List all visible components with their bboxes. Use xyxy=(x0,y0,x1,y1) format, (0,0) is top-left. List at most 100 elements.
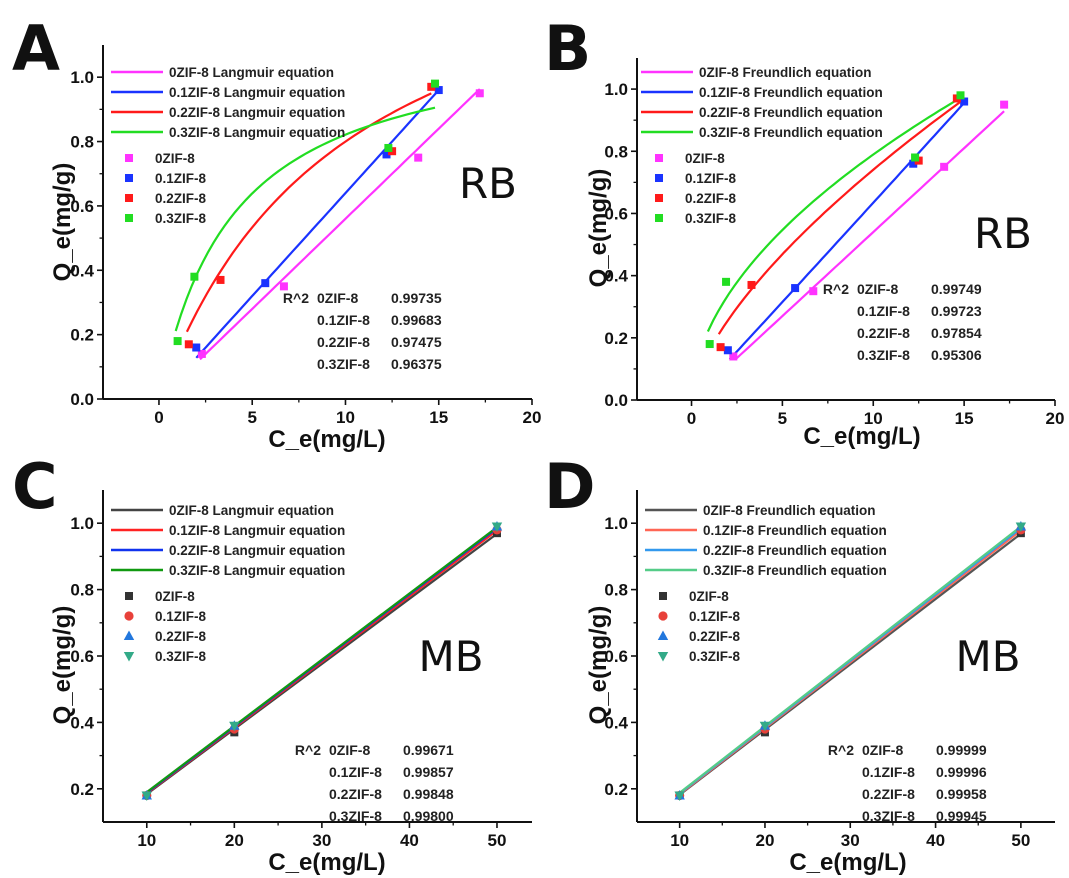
legend-fit-label: 0.1ZIF-8 Langmuir equation xyxy=(169,85,345,100)
fit-line-0zif-8 xyxy=(199,88,481,361)
legend-series-label: 0.3ZIF-8 xyxy=(155,649,207,664)
legend-fit-label: 0.3ZIF-8 Langmuir equation xyxy=(169,563,345,578)
x-tick-label: 40 xyxy=(400,831,419,850)
fit-line-0.2zif-8 xyxy=(717,100,962,335)
x-axis-title: C_e(mg/L) xyxy=(789,849,906,876)
x-axis-title: C_e(mg/L) xyxy=(268,849,385,876)
data-point-0.2zif-8 xyxy=(747,280,756,289)
r2-sample-name: 0.1ZIF-8 xyxy=(857,303,910,319)
panel-letter: D xyxy=(544,450,595,523)
r2-sample-name: 0ZIF-8 xyxy=(317,290,358,306)
data-point-0.3zif-8 xyxy=(674,791,685,801)
legend-fit-label: 0ZIF-8 Langmuir equation xyxy=(169,503,334,518)
data-point-0.3zif-8 xyxy=(431,79,440,88)
y-axis-title: Q_e(mg/g) xyxy=(585,169,612,288)
x-tick-label: 0 xyxy=(687,409,696,428)
data-point-0.1zif-8 xyxy=(261,279,270,288)
y-tick-label: 0.0 xyxy=(70,390,94,409)
r2-sample-name: 0.1ZIF-8 xyxy=(862,764,915,780)
legend-fit-label: 0.3ZIF-8 Freundlich equation xyxy=(703,563,887,578)
dye-label: RB xyxy=(459,159,517,208)
legend-marker-swatch xyxy=(655,154,663,162)
legend-marker-swatch xyxy=(124,611,134,621)
legend-fit-label: 0.2ZIF-8 Langmuir equation xyxy=(169,105,345,120)
legend-marker-swatch xyxy=(655,174,663,182)
r2-value: 0.99857 xyxy=(403,764,454,780)
r2-value: 0.99945 xyxy=(936,808,987,824)
legend-series-label: 0ZIF-8 xyxy=(685,151,725,166)
legend-marker-swatch xyxy=(123,652,135,662)
r2-value: 0.99735 xyxy=(391,290,442,306)
y-axis-title: Q_e(mg/g) xyxy=(49,163,76,282)
legend-marker-swatch xyxy=(125,194,133,202)
data-point-0zif-8 xyxy=(279,282,288,291)
data-point-0.3zif-8 xyxy=(956,91,965,100)
legend-fit-label: 0.1ZIF-8 Langmuir equation xyxy=(169,523,345,538)
x-tick-label: 10 xyxy=(864,409,883,428)
data-point-0.1zif-8 xyxy=(723,346,732,355)
r2-value: 0.97475 xyxy=(391,334,442,350)
x-tick-label: 50 xyxy=(488,831,507,850)
x-tick-label: 10 xyxy=(137,831,156,850)
r2-value: 0.99683 xyxy=(391,312,442,328)
data-point-0.1zif-8 xyxy=(791,284,800,293)
y-tick-label: 0.4 xyxy=(70,713,94,732)
legend-series-label: 0.2ZIF-8 xyxy=(155,191,207,206)
x-tick-label: 15 xyxy=(955,409,974,428)
data-point-0.3zif-8 xyxy=(141,791,152,801)
r2-value: 0.95306 xyxy=(931,347,982,363)
r2-sample-name: 0.3ZIF-8 xyxy=(317,356,370,372)
r2-sample-name: 0.1ZIF-8 xyxy=(317,312,370,328)
legend-fit-label: 0.3ZIF-8 Freundlich equation xyxy=(699,125,883,140)
legend-series-label: 0.3ZIF-8 xyxy=(155,211,207,226)
panel-letter: C xyxy=(12,450,58,523)
y-tick-label: 0.4 xyxy=(70,261,94,280)
y-tick-label: 0.6 xyxy=(70,197,94,216)
legend-marker-swatch xyxy=(659,592,667,600)
legend-series-label: 0.2ZIF-8 xyxy=(685,191,737,206)
r2-value: 0.96375 xyxy=(391,356,442,372)
r2-header: R^2 xyxy=(295,742,321,758)
r2-sample-name: 0.3ZIF-8 xyxy=(857,347,910,363)
data-point-0.3zif-8 xyxy=(491,522,503,533)
data-point-0.3zif-8 xyxy=(384,143,393,152)
legend-series-label: 0.3ZIF-8 xyxy=(685,211,737,226)
x-axis-title: C_e(mg/L) xyxy=(803,423,920,450)
x-tick-label: 30 xyxy=(841,831,860,850)
r2-sample-name: 0ZIF-8 xyxy=(857,281,898,297)
data-point-0.3zif-8 xyxy=(173,337,182,346)
fit-line-0.3zif-8 xyxy=(146,526,498,793)
legend-fit-label: 0.2ZIF-8 Freundlich equation xyxy=(699,105,883,120)
data-point-0zif-8 xyxy=(940,162,949,171)
legend-marker-swatch xyxy=(657,652,669,662)
data-point-0.2zif-8 xyxy=(716,343,725,352)
y-tick-label: 0.4 xyxy=(604,713,628,732)
r2-sample-name: 0.2ZIF-8 xyxy=(862,786,915,802)
panel-d: D 10 20 30 40 50 0.2 0.4 0.6 0.8 1.0 C_e(mg/L) Q_e(m… xyxy=(544,450,1055,876)
legend-fit-label: 0.3ZIF-8 Langmuir equation xyxy=(169,125,345,140)
y-tick-label: 0.8 xyxy=(604,142,628,161)
x-tick-label: 20 xyxy=(1046,409,1065,428)
y-tick-label: 0.8 xyxy=(70,133,94,152)
legend-fit-label: 0.2ZIF-8 Langmuir equation xyxy=(169,543,345,558)
legend-marker-swatch xyxy=(657,630,669,640)
legend-marker-swatch xyxy=(655,194,663,202)
y-tick-label: 0.4 xyxy=(604,267,628,286)
fit-line-0.1zif-8 xyxy=(728,102,965,360)
data-point-0.1zif-8 xyxy=(960,97,969,106)
y-tick-label: 0.6 xyxy=(70,647,94,666)
fit-line-0.3zif-8 xyxy=(174,106,436,332)
r2-value: 0.99996 xyxy=(936,764,987,780)
r2-header: R^2 xyxy=(828,742,854,758)
y-tick-label: 0.8 xyxy=(604,581,628,600)
panel-c: C 10 20 30 40 50 0.2 0.4 0.6 0.8 1.0 C_e(mg/L) Q_e(m… xyxy=(12,450,532,876)
y-tick-label: 0.2 xyxy=(604,780,628,799)
y-tick-label: 0.2 xyxy=(70,780,94,799)
y-tick-label: 0.2 xyxy=(70,326,94,345)
data-point-0.1zif-8 xyxy=(909,159,918,168)
r2-sample-name: 0.2ZIF-8 xyxy=(329,786,382,802)
legend-series-label: 0ZIF-8 xyxy=(155,589,195,604)
data-point-0.2zif-8 xyxy=(184,340,193,349)
legend-series-label: 0ZIF-8 xyxy=(155,151,195,166)
data-point-0zif-8 xyxy=(475,89,484,98)
